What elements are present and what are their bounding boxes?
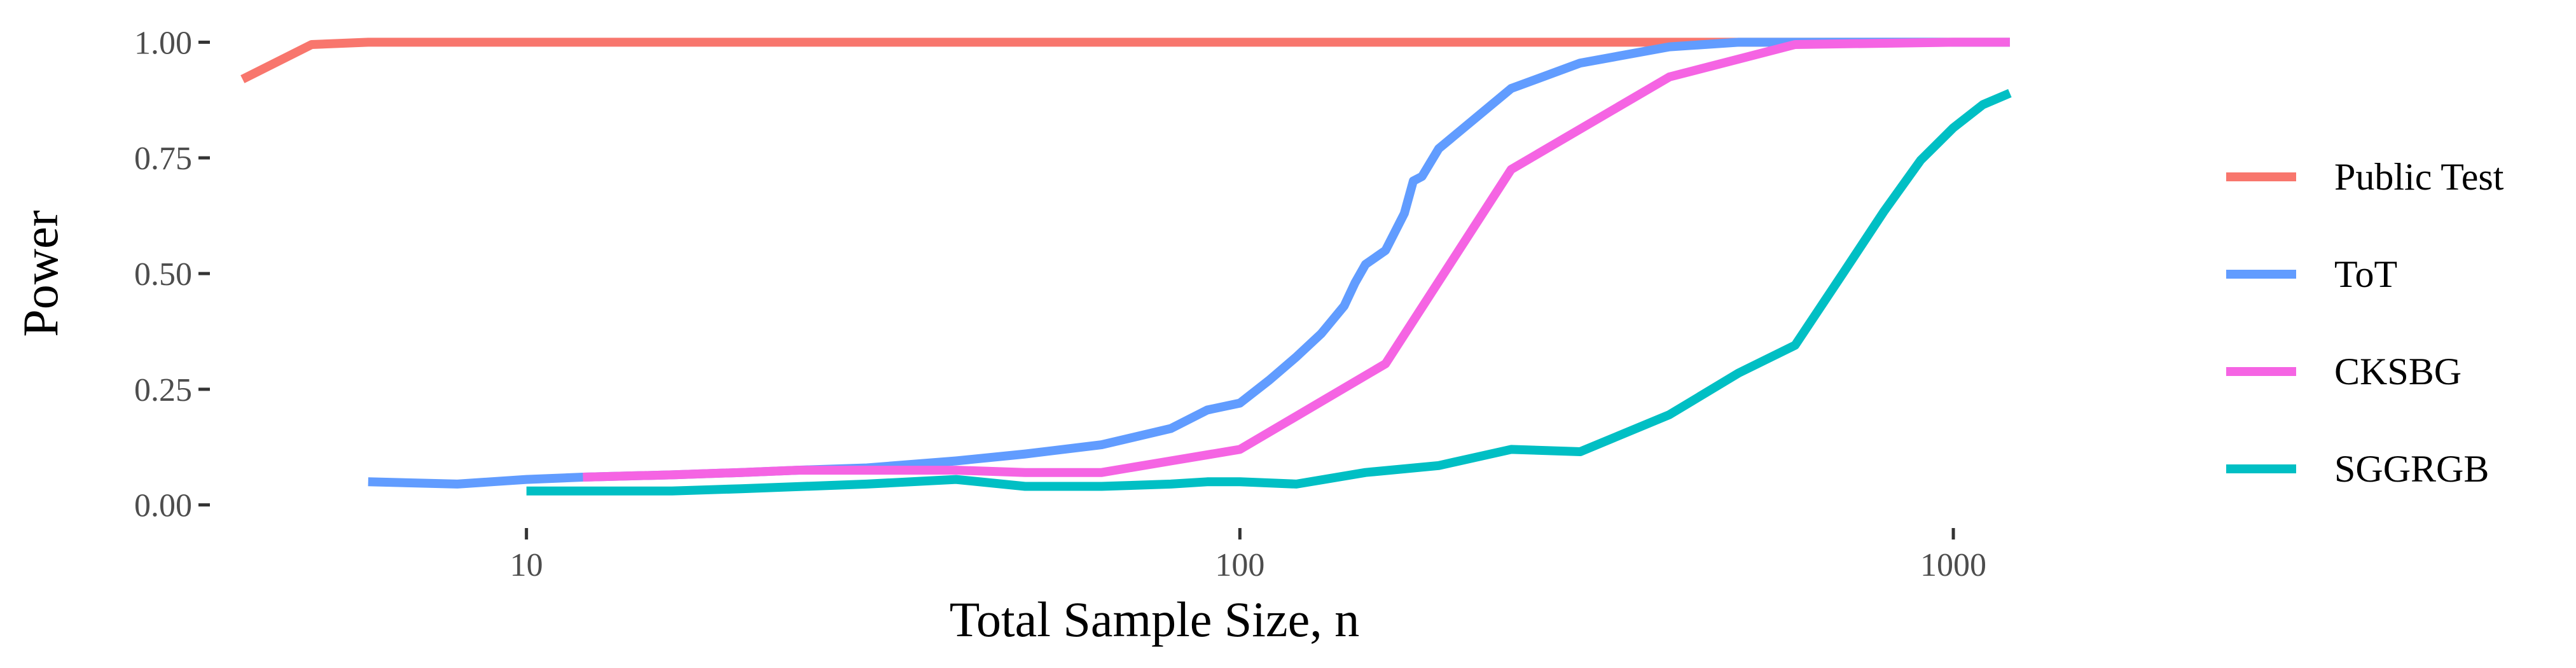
legend: Public Test ToT CKSBG SGGRGB — [2226, 156, 2504, 490]
legend-label: CKSBG — [2334, 351, 2462, 393]
plot-series — [240, 38, 2012, 496]
x-axis-title: Total Sample Size, n — [950, 592, 1359, 647]
legend-label: ToT — [2334, 253, 2397, 295]
x-tick-label: 1000 — [1920, 547, 1986, 583]
series-line-sggrgb — [526, 88, 2012, 496]
legend-label: SGGRGB — [2334, 448, 2489, 490]
y-tick-label: 0.25 — [134, 372, 192, 408]
x-axis: 10 100 1000 — [510, 528, 1986, 583]
x-tick-label: 10 — [510, 547, 543, 583]
y-axis: 0.00 0.25 0.50 0.75 1.00 — [134, 25, 210, 524]
y-tick-label: 1.00 — [134, 25, 192, 61]
series-line-tot — [368, 38, 2010, 489]
legend-label: Public Test — [2334, 156, 2504, 198]
y-axis-title: Power — [13, 210, 68, 337]
series-line-cksbg — [583, 38, 2010, 482]
y-tick-label: 0.00 — [134, 488, 192, 524]
y-tick-label: 0.75 — [134, 141, 192, 177]
x-tick-label: 100 — [1215, 547, 1264, 583]
y-tick-label: 0.50 — [134, 256, 192, 293]
